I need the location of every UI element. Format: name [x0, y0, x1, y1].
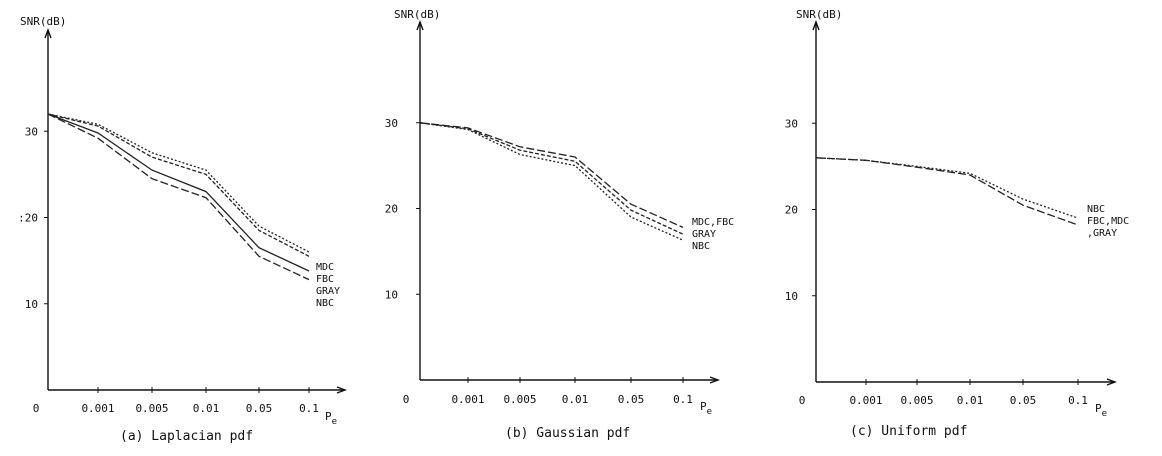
x-axis-arrow: [709, 376, 720, 384]
y-axis-arrow: [416, 20, 424, 31]
y-tick-label: 20: [385, 203, 398, 216]
chart-caption: (a) Laplacian pdf: [120, 429, 253, 444]
series-line: [47, 113, 310, 272]
series-label: NBC: [316, 298, 334, 309]
x-tick-label: 0.005: [900, 394, 933, 407]
x-tick-label: 0.1: [299, 402, 319, 415]
series-line: [47, 113, 310, 257]
x-tick-label: 0.01: [562, 393, 589, 406]
y-tick-label: 20: [785, 204, 798, 217]
x-origin-label: 0: [33, 402, 40, 415]
series-label: NBC: [1087, 204, 1105, 215]
x-tick-label: 0.005: [503, 393, 536, 406]
x-tick-label: 0.01: [193, 402, 220, 415]
y-tick-label: 10: [785, 290, 798, 303]
y-tick-label: 10: [25, 298, 38, 311]
series-label: FBC: [316, 274, 334, 285]
x-tick-label: 0.005: [135, 402, 168, 415]
x-origin-label: 0: [403, 393, 410, 406]
x-tick-label: 0.01: [957, 394, 984, 407]
series-line: [419, 122, 684, 228]
series-line: [815, 157, 1079, 226]
y-tick-label: 30: [785, 117, 798, 130]
x-origin-label: 0: [799, 394, 806, 407]
series-line: [419, 122, 684, 235]
x-tick-label: 0.001: [451, 393, 484, 406]
y-axis-label: SNR(dB): [394, 8, 440, 21]
x-axis-label-subscript: e: [332, 417, 337, 427]
x-axis-label: Pe: [325, 410, 337, 427]
chart-gaussian: SNR(dB) 10 20 30 0 0.001 0.005 0.01 0.05 0.1 Pe MDC…: [385, 8, 734, 441]
x-axis-label-subscript: e: [1102, 409, 1107, 419]
series-label: GRAY: [316, 286, 340, 297]
x-axis-label: Pe: [1095, 402, 1107, 419]
y-tick-label: 30: [385, 117, 398, 130]
y-tick-label: 30: [25, 125, 38, 138]
x-tick-label: 0.1: [673, 393, 693, 406]
series-label: FBC,MDC: [1087, 216, 1129, 227]
series-line: [815, 157, 1079, 219]
series-label: ,GRAY: [1087, 228, 1117, 239]
y-axis-arrow: [44, 28, 52, 39]
series-label: GRAY: [692, 229, 716, 240]
chart-caption: (b) Gaussian pdf: [505, 426, 630, 441]
x-tick-label: 0.05: [618, 393, 645, 406]
y-axis-label: SNR(dB): [796, 8, 842, 21]
series-label: MDC: [316, 262, 334, 273]
x-tick-label: 0.001: [849, 394, 882, 407]
chart-caption: (c) Uniform pdf: [850, 424, 967, 439]
chart-laplacian: SNR(dB) 10 :20 30 0 0.001 0.005 0.01 0.05 0.1 Pe MD…: [18, 15, 347, 444]
y-axis-label: SNR(dB): [20, 15, 66, 28]
y-tick-label: 10: [385, 288, 398, 301]
x-tick-label: 0.1: [1068, 394, 1088, 407]
series-label: NBC: [692, 241, 710, 252]
x-axis-arrow: [336, 386, 347, 394]
x-axis-label-subscript: e: [707, 407, 712, 417]
x-axis-arrow: [1106, 378, 1117, 386]
x-tick-label: 0.05: [1010, 394, 1037, 407]
x-tick-label: 0.001: [81, 402, 114, 415]
series-line: [47, 113, 310, 253]
y-tick-label: :20: [18, 212, 38, 225]
series-line: [419, 122, 684, 241]
x-axis-label: Pe: [700, 400, 712, 417]
series-label: MDC,FBC: [692, 217, 734, 228]
chart-uniform: SNR(dB) 10 20 30 0 0.001 0.005 0.01 0.05 0.1 Pe NBC…: [785, 8, 1129, 439]
series-line: [47, 113, 310, 281]
x-tick-label: 0.05: [246, 402, 273, 415]
y-axis-arrow: [812, 20, 820, 31]
